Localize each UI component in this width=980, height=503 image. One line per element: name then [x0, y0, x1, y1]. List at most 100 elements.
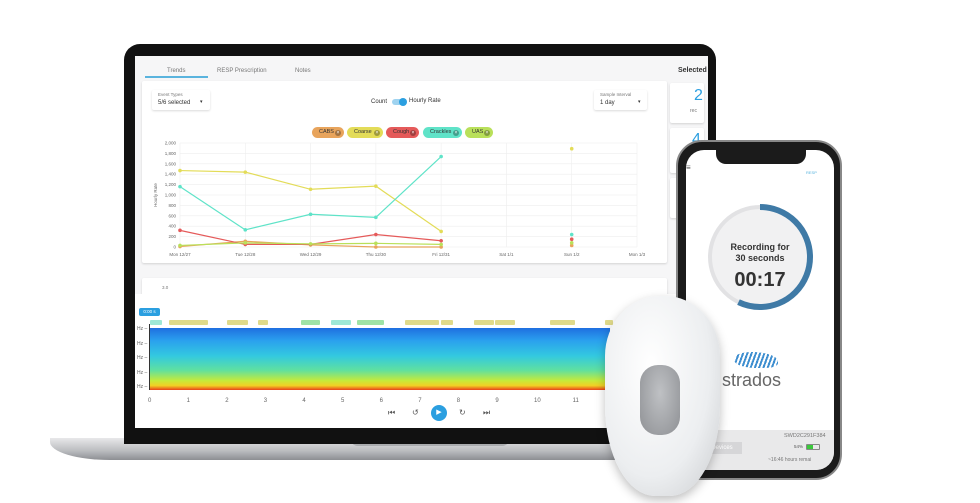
legend-chip-cabs[interactable]: CABS ×	[312, 127, 344, 138]
forward-icon[interactable]: ↻	[459, 408, 466, 417]
event-marker[interactable]	[300, 320, 320, 325]
active-tab-indicator	[145, 76, 208, 78]
skip-forward-icon[interactable]: ⏭	[483, 408, 491, 417]
y-tick-label: 400	[168, 224, 176, 229]
battery-icon	[806, 444, 820, 450]
data-point-cough	[569, 237, 574, 241]
frequency-tick-label: Hz –	[137, 369, 148, 376]
count-rate-toggle[interactable]	[392, 98, 407, 106]
y-tick-label: 2,000	[165, 141, 177, 146]
battery-percent: 54%	[794, 444, 804, 449]
legend-chip-coarse[interactable]: Coarse ×	[347, 127, 383, 138]
event-marker[interactable]	[441, 320, 453, 325]
recording-progress-ring	[707, 204, 813, 310]
event-marker[interactable]	[227, 320, 249, 325]
frequency-tick-label: Hz –	[137, 355, 148, 361]
toggle-count-label: Count	[371, 99, 388, 105]
time-tick-label: 9	[495, 398, 499, 404]
battery-remaining: ~16:46 hours remai	[768, 457, 812, 463]
event-marker[interactable]	[169, 320, 208, 325]
x-tick-label: Mon 12/27	[169, 252, 191, 257]
tab-notes[interactable]: Notes	[295, 68, 311, 74]
skip-back-icon[interactable]: ⏮	[388, 408, 396, 417]
legend-label: UAS	[472, 129, 484, 135]
x-tick-label: Fri 12/31	[432, 252, 450, 257]
legend-label: Crackles	[430, 129, 452, 135]
event-marker[interactable]	[258, 320, 268, 325]
legend-chip-cough[interactable]: Cough ×	[386, 127, 419, 138]
y-tick-label: 1,600	[165, 161, 177, 166]
event-marker[interactable]	[605, 320, 614, 325]
remove-icon[interactable]: ×	[410, 129, 416, 136]
time-tick-label: 0	[148, 398, 152, 404]
menu-icon[interactable]: ≡	[686, 163, 691, 172]
legend-chip-uas[interactable]: UAS ×	[465, 127, 493, 138]
resp-logo: RESP	[806, 170, 817, 175]
legend-label: Cough	[393, 129, 410, 135]
toggle-rate-label: Hourly Rate	[409, 98, 441, 104]
rewind-icon[interactable]: ↺	[412, 408, 419, 417]
data-point-crackles	[569, 232, 574, 237]
legend-chip-crackles[interactable]: Crackles ×	[423, 127, 462, 138]
event-marker[interactable]	[356, 320, 384, 325]
spectrogram	[150, 328, 610, 390]
event-marker[interactable]	[474, 320, 494, 325]
y-tick-label: 800	[168, 203, 176, 208]
frequency-tick-label: Hz –	[137, 326, 148, 332]
second-chart-card: 3.0	[142, 278, 667, 298]
tab-trends[interactable]: Trends	[167, 68, 186, 74]
remove-icon[interactable]: ×	[374, 129, 380, 136]
device-id: SWD2C291F384	[784, 433, 826, 439]
sample-interval-select[interactable]: Sample Interval 1 day ▾	[594, 90, 647, 110]
tab-resp-prescription[interactable]: RESP Prescription	[217, 68, 267, 74]
data-point-cough	[439, 238, 443, 243]
y-axis-label: Hourly Rate	[153, 183, 158, 207]
y-tick-label: 200	[168, 234, 176, 239]
event-types-select[interactable]: Event Types 5/6 selected ▾	[152, 90, 210, 110]
remove-icon[interactable]: ×	[484, 129, 490, 136]
time-tick-label: 6	[379, 398, 383, 404]
strados-logo-icon	[734, 352, 778, 368]
play-button[interactable]: ▶	[431, 405, 447, 421]
playhead-label[interactable]: 0:00 s	[139, 308, 160, 316]
time-tick-label: 2	[225, 398, 229, 404]
time-tick-label: 5	[341, 398, 345, 404]
event-marker[interactable]	[331, 320, 351, 325]
record-count: 2	[694, 87, 703, 104]
time-tick-label: 3	[263, 398, 268, 404]
event-types-label: Event Types	[158, 92, 183, 97]
event-marker[interactable]	[549, 320, 575, 325]
y-tick-label: 0	[173, 245, 176, 250]
y-tick-label: 1,400	[165, 172, 177, 177]
y-tick-label: 1,800	[165, 151, 177, 156]
remove-icon[interactable]: ×	[335, 129, 341, 136]
frequency-tick-label: Hz –	[137, 384, 148, 390]
time-tick-label: 11	[572, 398, 579, 404]
event-marker[interactable]	[495, 320, 515, 325]
playhead[interactable]	[149, 324, 150, 390]
series-line-coarse	[179, 169, 442, 232]
x-tick-label: Thu 12/30	[366, 252, 387, 257]
x-tick-label: Sat 1/1	[499, 252, 514, 257]
event-types-value: 5/6 selected	[158, 100, 191, 106]
recording-timer: 00:17	[734, 269, 786, 291]
time-tick-label: 1	[186, 398, 190, 404]
data-point-uas	[569, 241, 574, 245]
side-panel-title: Selected	[678, 67, 707, 74]
time-tick-label: 7	[418, 398, 422, 404]
x-tick-label: Tue 12/28	[235, 252, 256, 257]
x-tick-label: Mon 1/3	[629, 252, 646, 257]
event-marker[interactable]	[150, 320, 162, 325]
y-tick-label: 600	[168, 213, 176, 218]
device-sensor-button	[640, 365, 680, 435]
remove-icon[interactable]: ×	[453, 129, 459, 136]
event-marker[interactable]	[404, 320, 440, 325]
sample-interval-value: 1 day	[600, 100, 615, 106]
time-tick-label: 10	[534, 398, 541, 404]
series-line-uas	[179, 242, 442, 247]
record-count-label: rec	[690, 108, 697, 114]
time-tick-label: 4	[302, 398, 306, 404]
y-tick: 3.0	[162, 285, 169, 290]
legend-label: CABS	[319, 129, 334, 135]
